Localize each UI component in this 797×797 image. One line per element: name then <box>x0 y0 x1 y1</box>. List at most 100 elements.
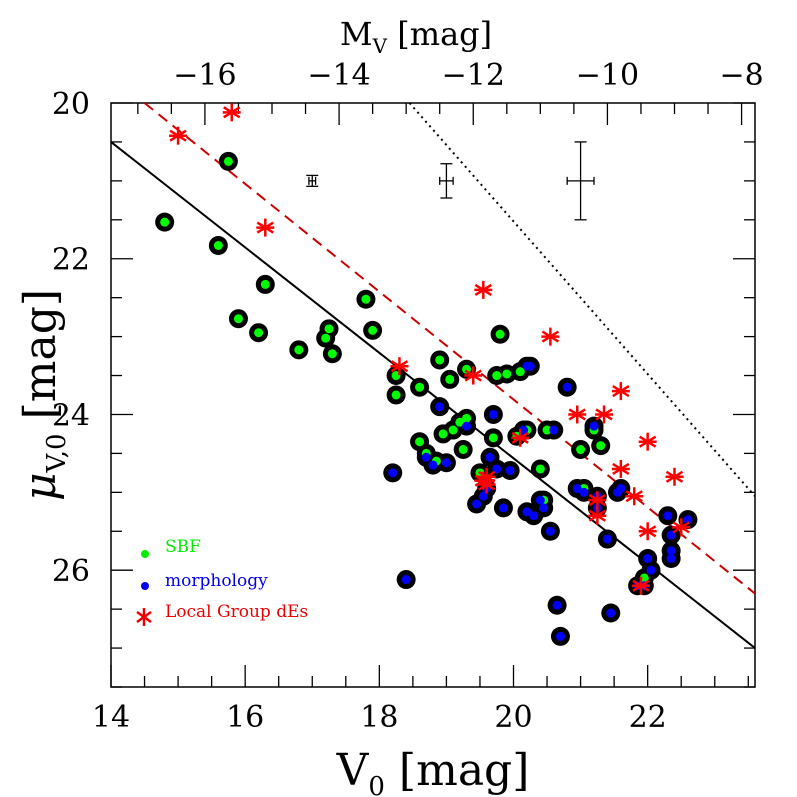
morphology-point <box>535 495 545 505</box>
local-group-de-point <box>390 357 409 376</box>
sbf-point <box>327 349 337 359</box>
morphology-point <box>646 565 656 575</box>
sbf-point <box>435 355 445 365</box>
sbf-point <box>488 433 498 443</box>
morphology-point <box>643 554 653 564</box>
sbf-point <box>254 328 264 338</box>
morphology-point <box>529 511 539 521</box>
x-tick-label: 18 <box>360 700 398 735</box>
sbf-point <box>415 382 425 392</box>
sbf-point <box>576 445 586 455</box>
top-tick-label: −16 <box>173 58 236 93</box>
legend-local-group-label: Local Group dEs <box>165 602 308 622</box>
sbf-point <box>458 445 468 455</box>
sbf-point <box>321 333 331 343</box>
morphology-point <box>579 487 589 497</box>
morphology-point <box>505 466 515 476</box>
morphology-point <box>401 575 411 585</box>
local-group-de-point <box>169 126 188 145</box>
sbf-point <box>324 324 334 334</box>
sbf-point <box>495 329 505 339</box>
local-group-de-point <box>464 366 483 385</box>
sbf-point <box>542 425 552 435</box>
morphology-point <box>492 464 502 474</box>
morphology-point <box>663 511 673 521</box>
local-group-de-point <box>474 471 493 490</box>
local-group-de-point <box>665 467 684 486</box>
y-tick-label: 22 <box>52 243 90 278</box>
y-axis-title: μV,0 [mag] <box>15 289 72 501</box>
local-group-de-point <box>625 487 644 506</box>
sbf-point <box>294 345 304 355</box>
local-group-de-point <box>595 405 614 424</box>
legend: SBF morphology Local Group dEs <box>136 537 308 626</box>
morphology-point <box>683 515 693 525</box>
local-group-de-point <box>588 506 607 525</box>
sbf-point <box>213 240 223 250</box>
sbf-point <box>160 217 170 227</box>
legend-sbf-marker <box>141 550 149 558</box>
morphology-point <box>428 460 438 470</box>
top-tick-label: −10 <box>576 58 639 93</box>
sbf-point <box>260 279 270 289</box>
x-tick-label: 14 <box>92 700 130 735</box>
morphology-point <box>421 452 431 462</box>
morphology-point <box>472 499 482 509</box>
legend-local-group-marker <box>136 608 152 626</box>
morphology-point <box>555 631 565 641</box>
morphology-point <box>539 503 549 513</box>
morphology-point <box>485 452 495 462</box>
morphology-point <box>602 534 612 544</box>
sbf-point <box>445 374 455 384</box>
legend-morphology-label: morphology <box>165 571 268 591</box>
local-group-de-point <box>222 103 241 122</box>
morphology-point <box>525 361 535 371</box>
plot-frame <box>110 102 756 688</box>
top-axis-title: MV [mag] <box>340 15 492 58</box>
morphology-point <box>549 425 559 435</box>
morphology-point <box>441 458 451 468</box>
local-group-de-point <box>256 218 275 237</box>
local-group-de-point <box>541 327 560 346</box>
local-group-de-point <box>568 405 587 424</box>
morphology-point <box>435 402 445 412</box>
sbf-point <box>391 390 401 400</box>
morphology-point <box>666 546 676 556</box>
sbf-point <box>455 417 465 427</box>
local-group-de-point <box>474 280 493 299</box>
morphology-point <box>552 600 562 610</box>
morphology-point <box>498 503 508 513</box>
line-limit-dotted <box>408 103 755 497</box>
sbf-point <box>233 314 243 324</box>
local-group-de-point <box>511 428 530 447</box>
y-tick-label: 24 <box>52 398 90 433</box>
y-tick-label: 20 <box>52 87 90 122</box>
morphology-point <box>488 409 498 419</box>
sbf-point <box>361 294 371 304</box>
local-group-de-point <box>611 382 630 401</box>
morphology-point <box>606 608 616 618</box>
morphology-point <box>462 421 472 431</box>
morphology-point <box>666 530 676 540</box>
morphology-point <box>562 382 572 392</box>
local-group-de-point <box>672 518 691 537</box>
local-group-de-point <box>638 432 657 451</box>
morphology-point <box>572 483 582 493</box>
y-tick-label: 26 <box>52 554 90 589</box>
top-tick-label: −14 <box>307 58 370 93</box>
morphology-point <box>616 483 626 493</box>
morphology-point <box>522 507 532 517</box>
morphology-point <box>666 554 676 564</box>
sbf-point <box>502 369 512 379</box>
sbf-point <box>535 464 545 474</box>
local-group-de-point <box>631 576 650 595</box>
local-group-de-point <box>638 522 657 541</box>
top-tick-label: −8 <box>719 58 763 93</box>
sbf-point <box>596 441 606 451</box>
sbf-point <box>438 429 448 439</box>
x-tick-label: 16 <box>226 700 264 735</box>
legend-morphology-marker <box>141 582 149 590</box>
local-group-de-point <box>611 459 630 478</box>
morphology-point <box>545 526 555 536</box>
morphology-point <box>589 421 599 431</box>
